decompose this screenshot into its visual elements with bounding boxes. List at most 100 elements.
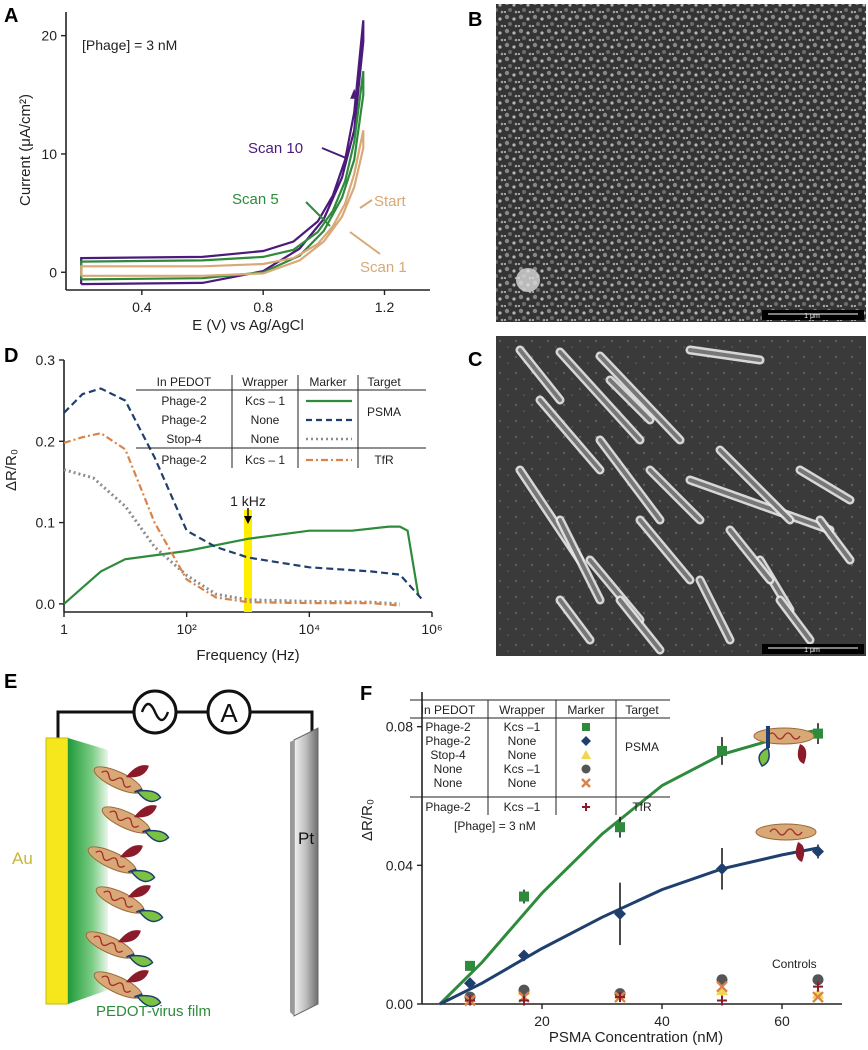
film-label: PEDOT-virus film — [96, 1003, 211, 1020]
bound-complex-icon — [753, 726, 815, 767]
f-col-target: Target — [625, 703, 659, 717]
scale-bar-c — [762, 644, 864, 654]
cv-curve-scan-1 — [80, 130, 365, 277]
f-col-in-pedot: In PEDOT — [421, 703, 476, 717]
panel-a-x-tick-label: 0.8 — [253, 299, 273, 315]
data-point-series-1 — [615, 822, 625, 833]
data-point-series-1 — [519, 891, 529, 902]
f-legend-marker — [582, 803, 590, 811]
phage-particle — [87, 845, 156, 883]
f-col-wrapper: Wrapper — [499, 703, 545, 717]
sem-fiber-core — [558, 518, 602, 602]
sem-fiber-core — [818, 518, 852, 562]
sem-fiber-core — [618, 598, 662, 652]
d-col-marker: Marker — [309, 375, 346, 389]
panel-d-x-label: Frequency (Hz) — [196, 647, 299, 664]
data-point-series-6 — [813, 981, 823, 992]
fit-curve-1 — [438, 728, 819, 1006]
panel-a-y-tick-label: 20 — [41, 28, 57, 44]
sem-fiber-core — [688, 348, 762, 362]
f-row-wrapper: None — [508, 734, 537, 748]
sem-fiber-core — [558, 598, 592, 642]
f-row-wrapper: None — [508, 748, 537, 762]
impedance-curve-3 — [63, 468, 400, 606]
panel-f-y-tick-label: 0.00 — [386, 996, 413, 1012]
f-legend-marker — [581, 764, 591, 774]
panel-a-y-tick-label: 0 — [49, 264, 57, 280]
d-row3-in: Stop-4 — [166, 432, 202, 446]
f-col-marker: Marker — [567, 703, 604, 717]
f-row-in: Phage-2 — [425, 734, 471, 748]
sem-fiber-core — [538, 398, 602, 472]
data-point-series-6 — [615, 992, 625, 1003]
sem-fiber-core — [648, 468, 702, 522]
phage-particle — [101, 805, 170, 843]
panel-f-y-label: ΔR/R₀ — [359, 799, 376, 841]
sem-fiber-core — [558, 350, 642, 442]
panel-f-chart: PSMA Concentration (nM) ΔR/R₀ 20 40 60 0.00… — [359, 692, 842, 1046]
unbound-complex-icon — [755, 823, 817, 862]
sem-fiber-core — [598, 354, 682, 442]
impedance-curve-4 — [63, 432, 400, 607]
label-start-pointer — [359, 199, 373, 209]
data-point-series-1 — [717, 745, 727, 756]
sem-fiber-core — [638, 518, 692, 582]
data-point-series-2 — [464, 977, 476, 990]
panel-f-legend-table: In PEDOT Wrapper Marker Target Phage-2 Kc… — [410, 699, 670, 815]
au-label: Au — [12, 849, 33, 868]
cv-curve-scan-10 — [80, 20, 365, 286]
panel-d-x-tick-label: 10⁶ — [421, 621, 442, 637]
panel-f-x-label: PSMA Concentration (nM) — [549, 1029, 723, 1046]
panel-a-chart: [Phage] = 3 nM E (V) vs Ag/AgCl Current … — [17, 12, 430, 334]
f-target-psma: PSMA — [625, 740, 659, 754]
panel-a-y-label: Current (μA/cm²) — [17, 94, 34, 206]
f-target-tfr: TfR — [632, 800, 652, 814]
phage-particles — [85, 765, 170, 1008]
d-col-wrapper: Wrapper — [242, 375, 288, 389]
d-row1-wrapper: Kcs – 1 — [245, 394, 285, 408]
sem-c-fibers — [515, 345, 855, 655]
phage-particle — [85, 930, 154, 968]
controls-label: Controls — [772, 957, 817, 971]
data-point-series-6 — [717, 995, 727, 1006]
f-row-wrapper: Kcs –1 — [504, 800, 541, 814]
panel-d-y-tick-label: 0.0 — [36, 596, 56, 612]
data-point-series-6 — [519, 995, 529, 1006]
panel-f-annotation: [Phage] = 3 nM — [454, 819, 536, 833]
d-target-psma: PSMA — [367, 405, 401, 419]
f-legend-marker — [582, 723, 590, 731]
d-col-target: Target — [367, 375, 401, 389]
f-row-wrapper: None — [508, 776, 537, 790]
f-row-in: Stop-4 — [430, 748, 466, 762]
sem-fiber-core — [698, 578, 732, 642]
panel-label-d: D — [4, 345, 18, 367]
panel-label-f: F — [360, 683, 372, 705]
sem-image-c: 1 μm — [496, 336, 866, 656]
f-row-in: None — [434, 776, 463, 790]
cv-curve-scan-5 — [80, 70, 365, 281]
f-row-in: Phage-2 — [425, 800, 471, 814]
sem-fiber-core — [518, 348, 562, 402]
panel-label-b: B — [468, 9, 482, 31]
panel-a-y-tick-label: 10 — [41, 146, 57, 162]
data-point-series-2 — [812, 845, 824, 858]
impedance-curve-2 — [63, 387, 424, 601]
sem-fiber-core — [718, 448, 792, 522]
sem-fiber-core — [608, 378, 652, 422]
data-point-series-4 — [812, 974, 824, 986]
label-scan-5-pointer — [305, 201, 331, 227]
sem-fiber-core — [798, 468, 852, 502]
data-point-series-2 — [716, 862, 728, 875]
phage-particle — [93, 970, 162, 1008]
label-start: Start — [374, 193, 407, 210]
label-scan-10: Scan 10 — [248, 140, 303, 157]
label-scan-5: Scan 5 — [232, 191, 279, 208]
scale-label-c: 1 μm — [804, 647, 820, 654]
sem-fiber-core — [778, 598, 812, 642]
one-khz-marker-band — [244, 510, 252, 612]
panel-label-e: E — [4, 671, 17, 693]
one-khz-arrow — [244, 516, 252, 524]
d-row2-in: Phage-2 — [161, 413, 207, 427]
panel-e-schematic: A Au Pt PEDOT-virus film — [12, 689, 319, 1020]
f-legend-marker — [581, 750, 591, 759]
